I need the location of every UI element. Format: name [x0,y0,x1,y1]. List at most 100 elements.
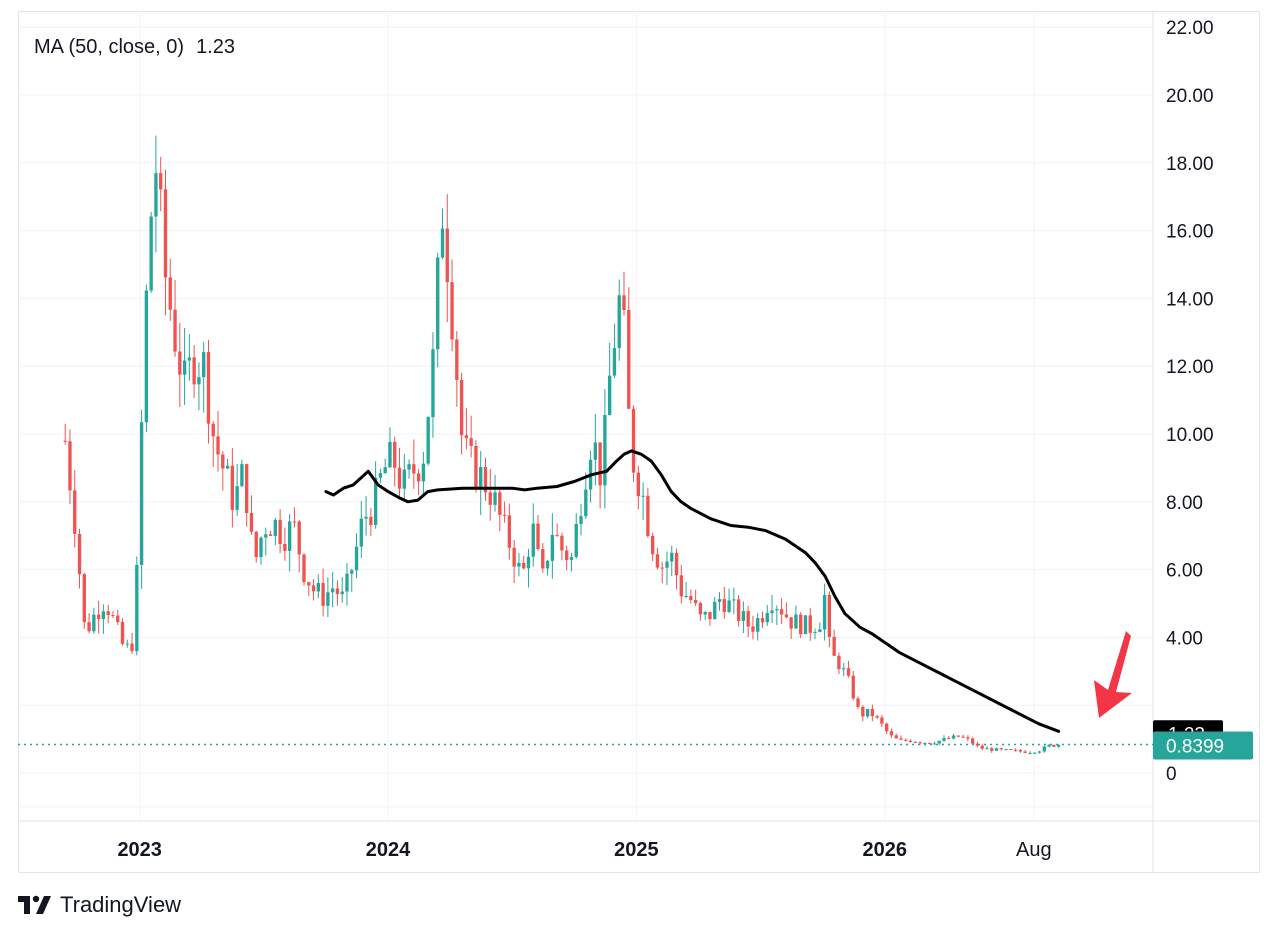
candle-body [1047,744,1051,747]
candle-body [808,615,812,633]
candle-body [727,600,731,612]
candle-body [598,442,602,486]
candle-body [846,668,851,676]
candle-body [942,738,946,741]
candle-body [732,599,736,601]
candle-body [674,552,679,576]
candle-body [698,603,703,615]
candle-body [235,486,239,510]
candle-body [579,516,583,524]
candle-body [316,582,320,592]
grid [18,11,1260,873]
ma-line [324,449,1061,733]
candle-body [1028,752,1032,754]
x-tick-label: 2024 [366,839,411,861]
candle-body [264,534,268,538]
candle-body [684,596,688,598]
candle-body [904,739,908,741]
candle-body [431,349,435,418]
candle-body [292,521,297,523]
candle-body [159,173,163,190]
candle-body [789,617,793,629]
y-tick-label: 14.00 [1166,289,1214,310]
candle-body [803,615,808,635]
candle-body [350,570,354,574]
candle-body [584,489,588,517]
candle-body [517,562,521,567]
candle-body [736,599,741,621]
candle-body [760,618,765,623]
candle-body [369,516,373,525]
candle-body [440,228,445,258]
candle-body [794,614,798,629]
candle-body [388,441,392,468]
candle-body [354,546,359,571]
candle-body [722,599,726,612]
candle-body [1056,744,1061,747]
candle-body [455,339,459,381]
candle-body [631,408,636,473]
candle-body [784,614,789,618]
candle-body [178,351,182,375]
candle-body [889,731,894,736]
candle-body [192,357,196,385]
ma-legend-label: MA (50, close, 0) [34,36,184,58]
x-tick-label: 2026 [863,839,908,861]
candle-body [1018,750,1023,752]
candle-body [550,534,555,561]
candle-body [450,282,454,340]
candle-body [693,600,698,604]
candle-body [120,622,125,644]
y-tick-label: 22.00 [1166,18,1214,39]
candle-body [402,469,406,489]
y-axis[interactable]: 0 4.00 6.00 8.00 10.00 12.00 14.00 16.00 18.00 20… [1166,18,1214,785]
candle-body [111,615,115,617]
candle-body [665,561,669,568]
candle-body [813,631,817,633]
candle-body [670,552,674,562]
candle-body [130,643,134,652]
candle-body [1042,746,1046,752]
candle-body [569,556,574,561]
candle-body [63,440,67,442]
candle-body [393,441,397,468]
candle-body [311,585,316,592]
candle-body [980,745,984,749]
tradingview-brand[interactable]: TradingView [18,889,181,921]
candle-body [899,738,903,740]
candle-body [837,655,841,670]
candle-body [927,742,932,744]
candle-body [531,523,535,557]
red-arrow-annotation [1094,631,1132,718]
candle-body [307,582,311,586]
candle-body [139,422,144,565]
candle-body [851,675,855,699]
candle-body [603,414,607,486]
candle-body [326,592,330,606]
candle-body [206,352,211,424]
x-tick-label: 2023 [117,839,162,861]
candle-body [82,574,86,623]
candle-body [555,534,559,536]
candle-body [708,611,712,620]
candle-body [612,348,617,376]
candle-body [479,467,483,489]
candle-body [116,615,120,623]
candle-body [994,748,999,751]
candle-body [283,544,287,551]
candle-body [856,698,860,707]
candle-body [956,735,960,737]
y-tick-label: 12.00 [1166,357,1214,378]
candle-body [937,740,941,744]
candle-body [765,613,769,623]
candle-body [741,611,746,621]
ma-legend[interactable]: MA (50, close, 0) 1.23 [34,36,235,58]
candle-body [445,228,449,283]
candle-body [173,309,177,352]
ma-legend-value: 1.23 [196,36,235,58]
candle-body [1013,749,1018,751]
candle-body [990,748,994,751]
x-axis[interactable]: 2023 2024 2025 2026 Aug [117,839,1051,861]
y-tick-label: 8.00 [1166,493,1203,514]
